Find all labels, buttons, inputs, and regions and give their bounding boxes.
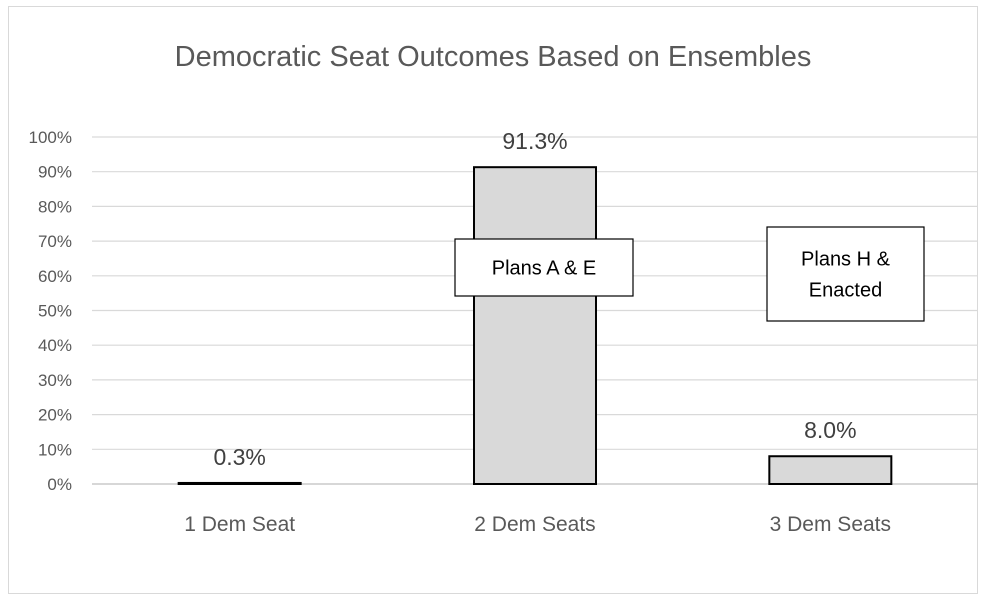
annotation-text: Enacted — [809, 280, 882, 302]
x-category-label: 3 Dem Seats — [770, 513, 891, 536]
y-tick-label: 30% — [38, 371, 72, 390]
y-tick-label: 70% — [38, 232, 72, 251]
y-axis-ticks: 0% 10% 20% 30% 40% 50% 60% 70% 80% 90% 100% — [29, 128, 72, 494]
chart-title: Democratic Seat Outcomes Based on Ensemb… — [175, 41, 812, 73]
data-labels: 0.3% 91.3% 8.0% — [213, 128, 856, 470]
y-tick-label: 0% — [47, 475, 72, 494]
annotation-text: Plans A & E — [492, 258, 597, 280]
annotation-text: Plans H & — [801, 249, 891, 271]
y-tick-label: 100% — [29, 128, 72, 147]
y-tick-label: 90% — [38, 163, 72, 182]
data-label: 0.3% — [213, 444, 265, 470]
annotation-box — [766, 226, 925, 322]
y-tick-label: 10% — [38, 440, 72, 459]
bar-3 — [768, 455, 893, 485]
y-tick-label: 60% — [38, 267, 72, 286]
data-label: 8.0% — [804, 417, 856, 443]
annotation-box — [454, 238, 634, 297]
bar-2 — [473, 166, 597, 485]
x-axis-labels: 1 Dem Seat 2 Dem Seats 3 Dem Seats — [184, 513, 891, 536]
annotations: Plans A & E Plans H & Enacted — [454, 226, 925, 322]
bars — [177, 166, 893, 486]
bar-1 — [177, 481, 302, 486]
data-label: 91.3% — [502, 128, 567, 154]
y-tick-label: 80% — [38, 197, 72, 216]
y-tick-label: 40% — [38, 336, 72, 355]
x-category-label: 1 Dem Seat — [184, 513, 295, 536]
x-category-label: 2 Dem Seats — [474, 513, 595, 536]
y-tick-label: 20% — [38, 406, 72, 425]
y-tick-label: 50% — [38, 302, 72, 321]
